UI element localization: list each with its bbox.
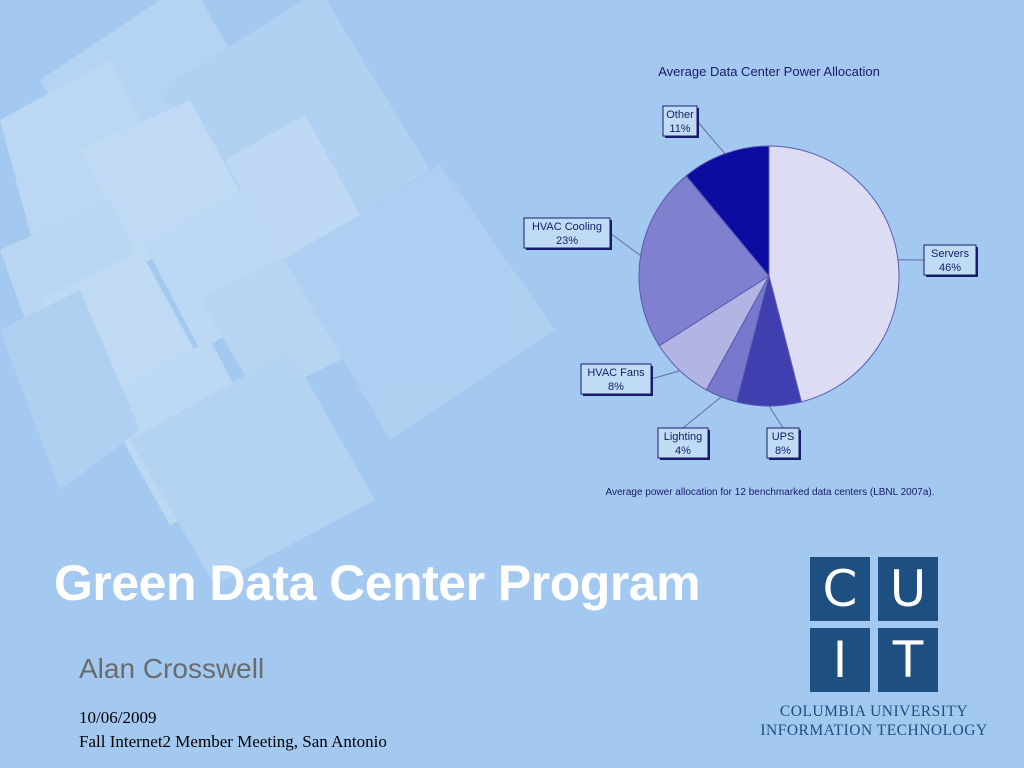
slice-value-label: 23% [556, 235, 578, 247]
leader-line [696, 120, 726, 155]
leader-line [650, 370, 681, 380]
slice-label: HVAC Fans [587, 367, 645, 379]
slice-label: UPS [772, 431, 795, 443]
logo-letter-t: T [878, 628, 938, 692]
leader-line [682, 396, 722, 429]
slice-label: Servers [931, 248, 969, 260]
slice-value-label: 4% [675, 445, 691, 457]
logo-letter-i: I [810, 628, 870, 692]
chart-caption: Average power allocation for 12 benchmar… [605, 487, 934, 498]
logo-letter-c: C [810, 557, 870, 621]
label-box [580, 363, 652, 395]
slice-value-label: 8% [608, 381, 624, 393]
slice-value-label: 46% [939, 262, 961, 274]
slice-label: Other [666, 109, 694, 121]
label-box [766, 427, 800, 459]
presentation-date: 10/06/2009 [79, 708, 157, 727]
slice-value-label: 11% [669, 123, 690, 135]
logo-letter-u: U [878, 557, 938, 621]
label-box [657, 427, 709, 459]
leader-line [768, 405, 784, 429]
cuit-logo: C U I T [810, 557, 938, 692]
presenter-name: Alan Crosswell [79, 653, 265, 684]
label-box [662, 105, 698, 137]
org-name-line1: COLUMBIA UNIVERSITY [779, 703, 969, 720]
org-name-line2: INFORMATION TECHNOLOGY [760, 722, 988, 739]
pie-labels: Servers 46% UPS 8% Lighting 4% HVAC Fans 8% HVAC… [523, 105, 978, 460]
event-name: Fall Internet2 Member Meeting, San Anton… [79, 732, 387, 751]
chart-title: Average Data Center Power Allocation [658, 64, 880, 79]
slice-label: Lighting [664, 431, 703, 443]
slice-value-label: 8% [775, 445, 791, 457]
label-box [523, 217, 611, 249]
slice-label: HVAC Cooling [532, 221, 602, 233]
slide-title: Green Data Center Program [54, 555, 701, 611]
label-box [923, 244, 977, 276]
leader-line [609, 232, 641, 257]
pie-slices [638, 145, 900, 407]
